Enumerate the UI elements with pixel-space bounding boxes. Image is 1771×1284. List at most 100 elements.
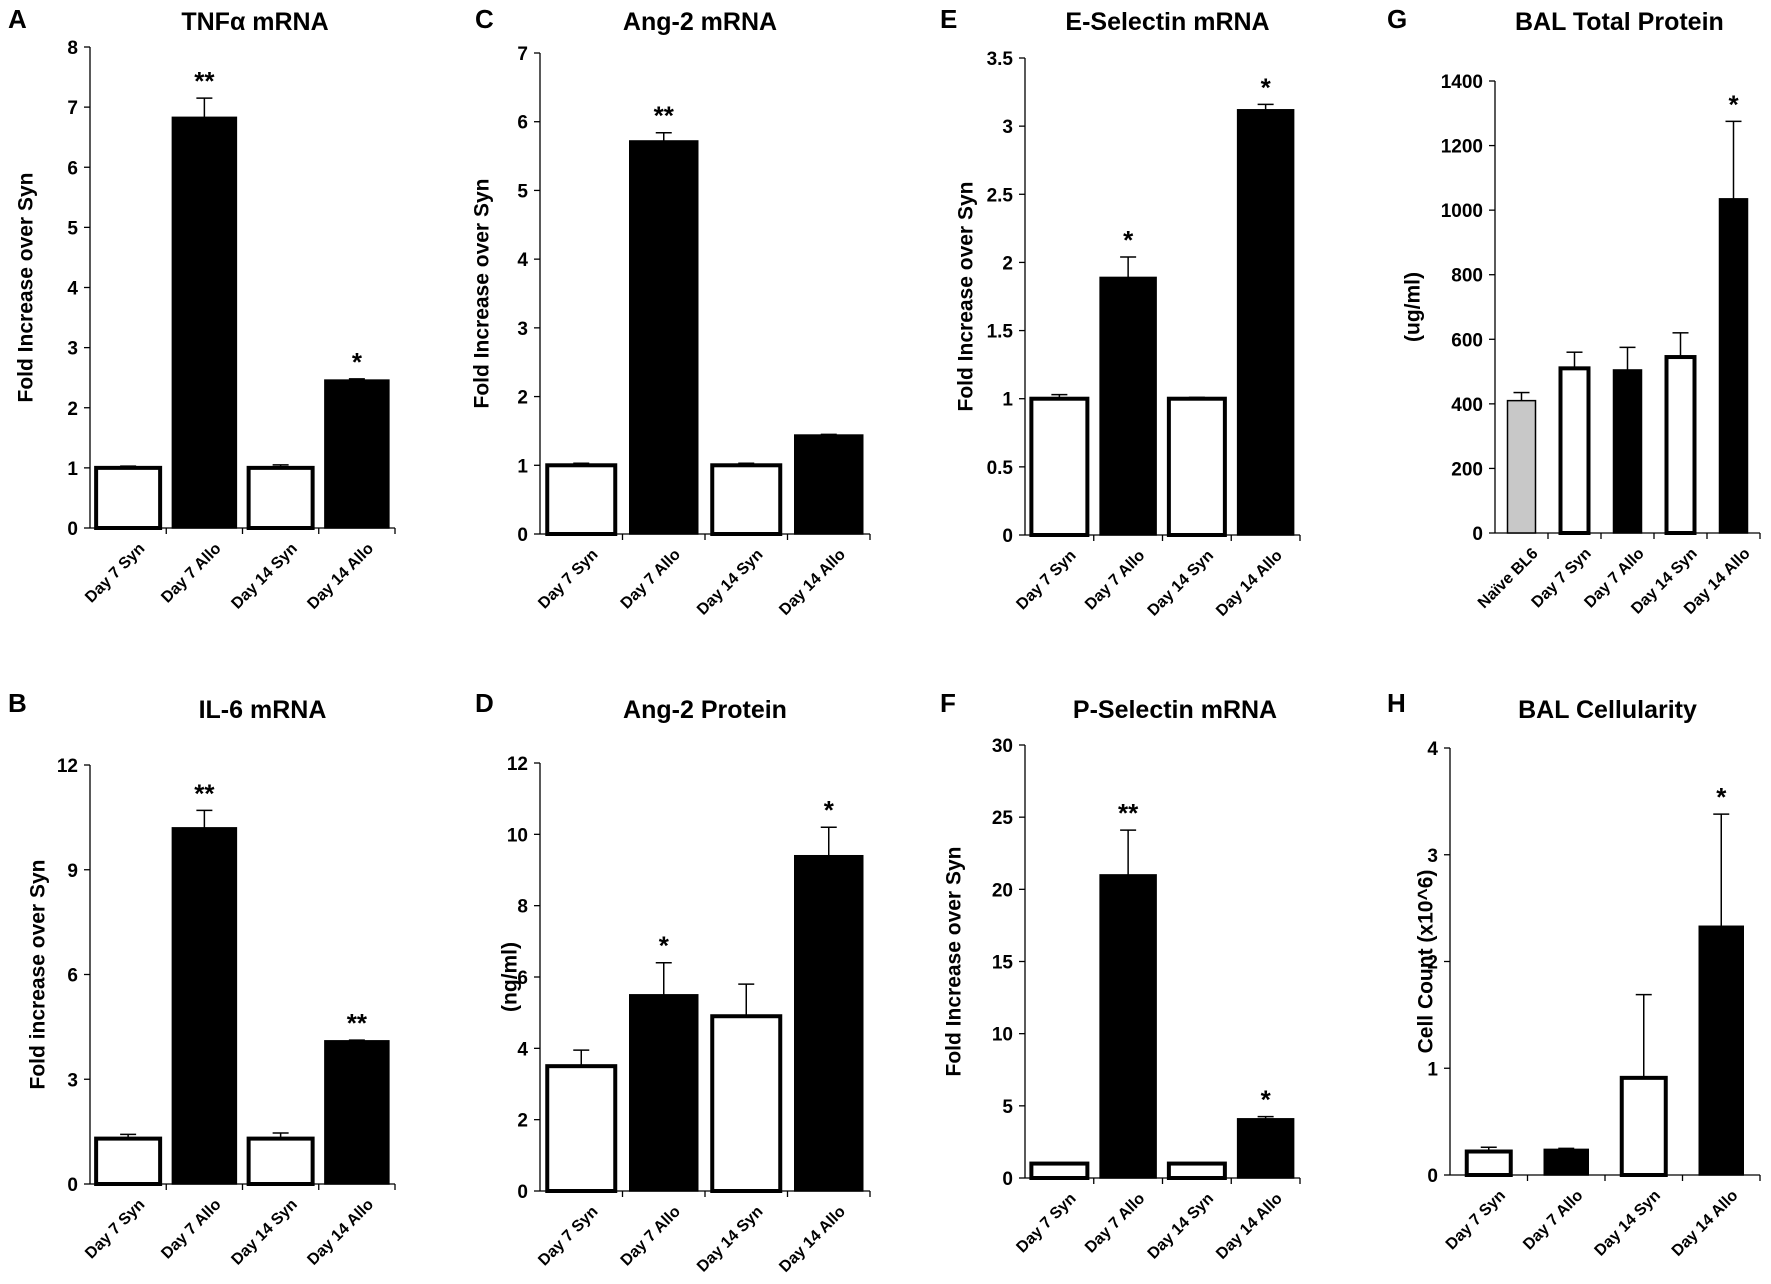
x-category-label: Day 7 Syn	[82, 1196, 148, 1262]
bar-day-14-allo	[1718, 198, 1749, 534]
y-tick-label: 0	[517, 525, 528, 546]
x-category-label: Day 14 Allo	[1681, 545, 1754, 618]
bar-day-14-allo	[794, 854, 864, 1192]
panel-letter: C	[475, 4, 494, 34]
x-category-label: Day 14 Allo	[1213, 1190, 1286, 1263]
y-tick-label: 600	[1451, 330, 1483, 351]
y-tick-label: 3.5	[987, 49, 1014, 70]
y-tick-label: 200	[1451, 459, 1483, 480]
y-tick-label: 0	[67, 1175, 78, 1196]
bar-day-7-syn	[1029, 396, 1090, 538]
y-tick-label: 4	[1427, 739, 1438, 760]
bar-day-14-syn	[1166, 1161, 1227, 1180]
y-tick-label: 8	[517, 897, 528, 918]
significance-marker: **	[347, 1008, 368, 1038]
y-tick-label: 8	[67, 38, 78, 59]
y-axis-label: (ng/ml)	[498, 942, 521, 1012]
y-tick-label: 1	[1427, 1059, 1438, 1080]
x-category-label: Day 14 Allo	[776, 1203, 849, 1276]
y-tick-label: 1400	[1441, 72, 1483, 93]
bar-day-7-syn	[545, 1064, 618, 1193]
bar-day-7-allo	[1612, 369, 1643, 534]
bar-day-14-allo	[1236, 1118, 1295, 1179]
bar-day-14-allo	[324, 1040, 390, 1185]
bar-day-7-syn	[1558, 366, 1591, 536]
x-category-label: Day 14 Syn	[694, 546, 766, 618]
chart-title: BAL Cellularity	[1518, 696, 1697, 724]
y-tick-label: 6	[67, 158, 78, 179]
y-tick-label: 7	[67, 98, 78, 119]
y-tick-label: 20	[992, 880, 1013, 901]
y-tick-label: 800	[1451, 266, 1483, 287]
y-axis-label: Fold increase over Syn	[26, 860, 49, 1090]
x-category-label: Day 14 Allo	[304, 1196, 377, 1269]
y-tick-label: 7	[517, 44, 528, 65]
x-category-label: Day 7 Allo	[1581, 545, 1647, 611]
x-category-label: Day 14 Syn	[228, 540, 300, 612]
y-tick-label: 0	[1002, 1169, 1013, 1190]
significance-marker: *	[352, 347, 363, 377]
y-tick-label: 5	[517, 181, 528, 202]
y-axis-label: Fold Increase over Syn	[14, 173, 37, 403]
bar-day-7-allo	[629, 140, 699, 535]
y-tick-label: 30	[992, 736, 1013, 757]
x-category-label: Day 7 Allo	[1082, 547, 1148, 613]
x-category-label: Day 7 Allo	[618, 1203, 684, 1269]
chart-title: Ang-2 Protein	[623, 696, 787, 724]
y-tick-label: 3	[67, 1070, 78, 1091]
y-tick-label: 12	[57, 756, 78, 777]
y-tick-label: 2	[517, 1111, 528, 1132]
x-category-label: Day 14 Syn	[1145, 1190, 1217, 1262]
bar-day-14-syn	[1664, 355, 1697, 535]
significance-marker: *	[659, 931, 670, 961]
y-tick-label: 2	[1427, 953, 1438, 974]
bar-day-7-syn	[1029, 1161, 1090, 1180]
panel-letter: G	[1387, 4, 1408, 34]
bar-na-ve-bl6	[1506, 399, 1537, 534]
bar-day-7-allo	[629, 994, 699, 1192]
y-tick-label: 0	[67, 519, 78, 540]
x-category-label: Day 7 Allo	[618, 546, 684, 612]
y-tick-label: 25	[992, 808, 1014, 829]
y-axis-label: (ug/ml)	[1401, 272, 1424, 342]
significance-marker: *	[824, 795, 835, 825]
y-tick-label: 9	[67, 861, 78, 882]
x-category-label: Day 14 Syn	[1592, 1187, 1664, 1259]
x-category-label: Day 7 Allo	[1520, 1187, 1586, 1253]
y-axis-label: Fold Increase over Syn	[942, 847, 965, 1077]
bar-day-14-syn	[246, 465, 315, 530]
y-tick-label: 12	[507, 754, 528, 775]
y-tick-label: 4	[517, 250, 528, 271]
significance-marker: **	[194, 66, 215, 96]
significance-marker: *	[1261, 72, 1272, 102]
x-category-label: Day 14 Allo	[1669, 1187, 1742, 1260]
bar-day-7-allo	[1099, 276, 1157, 536]
x-category-label: Day 14 Allo	[304, 540, 377, 613]
y-tick-label: 2.5	[987, 185, 1014, 206]
x-category-label: Day 7 Syn	[535, 1203, 601, 1269]
y-tick-label: 3	[1427, 846, 1438, 867]
x-category-label: Day 7 Syn	[1443, 1187, 1509, 1253]
y-tick-label: 2	[67, 399, 78, 420]
y-axis-label: Fold Increase over Syn	[954, 182, 977, 412]
x-category-label: Naïve BL6	[1475, 545, 1542, 612]
y-tick-label: 6	[517, 968, 528, 989]
x-category-label: Day 14 Syn	[228, 1196, 300, 1268]
y-tick-label: 4	[517, 1039, 528, 1060]
x-category-label: Day 14 Syn	[1145, 547, 1217, 619]
significance-marker: *	[1261, 1085, 1272, 1115]
bar-day-14-syn	[710, 1014, 783, 1193]
panel-letter: H	[1387, 688, 1406, 718]
chart-title: IL-6 mRNA	[198, 696, 327, 724]
y-tick-label: 1000	[1441, 201, 1483, 222]
y-tick-label: 2	[1002, 253, 1013, 274]
y-tick-label: 0	[1002, 526, 1013, 547]
